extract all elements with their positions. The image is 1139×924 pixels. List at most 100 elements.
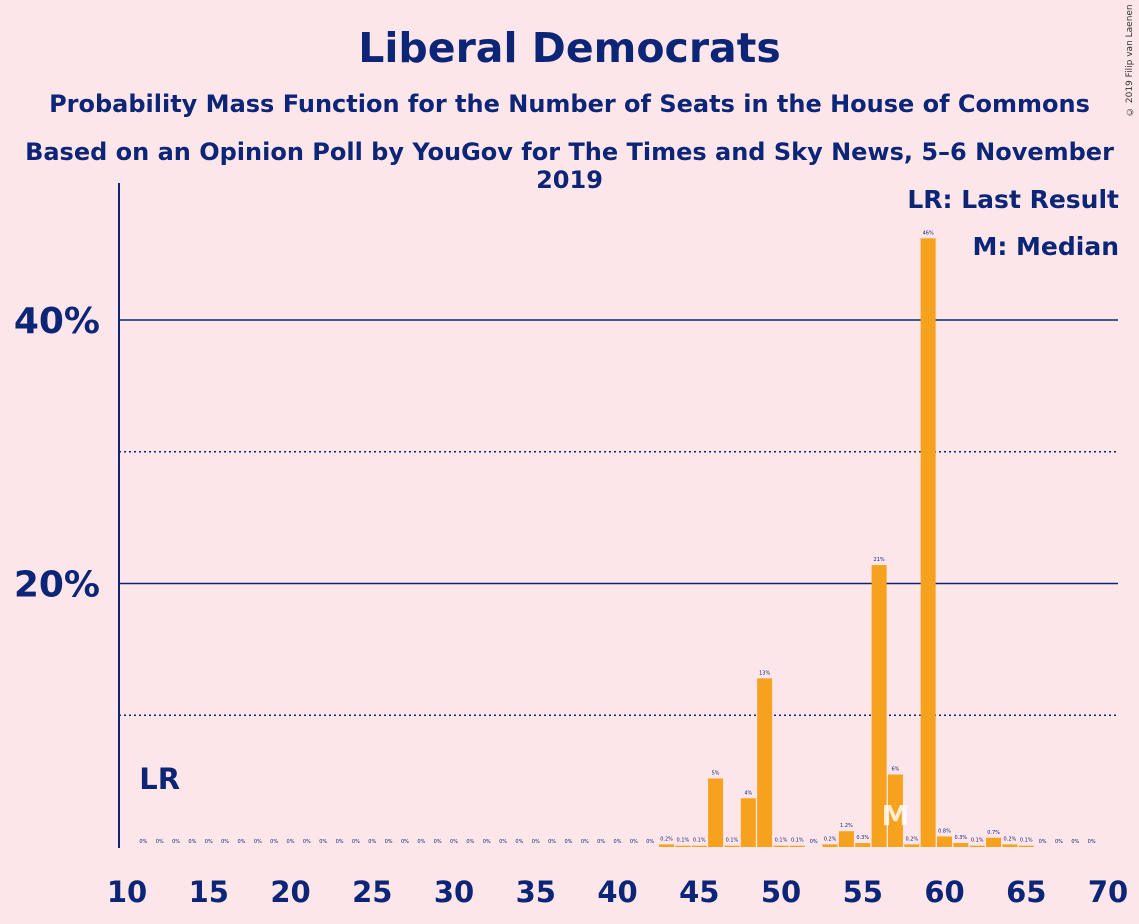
bar-seat-44 xyxy=(675,845,691,847)
bar-value-label: 21% xyxy=(874,557,885,563)
x-tick-label: 60 xyxy=(924,875,964,909)
bar-value-label: 0% xyxy=(450,839,458,845)
bar-value-label: 0% xyxy=(270,839,278,845)
legend-median: M: Median xyxy=(972,232,1119,261)
bar-seat-58 xyxy=(904,844,920,847)
bar-seat-49 xyxy=(757,678,773,847)
bar-value-label: 0.1% xyxy=(775,838,788,844)
bar-value-label: 0.2% xyxy=(905,836,918,842)
bar-value-label: 0% xyxy=(1039,839,1047,845)
bar-seat-57 xyxy=(887,774,903,847)
bar-value-label: 0% xyxy=(319,839,327,845)
bar-seat-56 xyxy=(871,565,887,847)
bar-value-label: 0% xyxy=(303,839,311,845)
bar-seat-55 xyxy=(855,843,871,847)
bar-value-label: 0.2% xyxy=(1004,836,1017,842)
x-tick-label: 50 xyxy=(761,875,801,909)
bar-value-label: 0.2% xyxy=(824,836,837,842)
bar-value-label: 0.1% xyxy=(1020,838,1033,844)
bar-value-label: 0% xyxy=(515,839,523,845)
bar-value-label: 0% xyxy=(646,839,654,845)
bar-value-label: 4% xyxy=(744,790,752,796)
bar-value-label: 46% xyxy=(923,230,934,236)
bar-value-label: 0.3% xyxy=(856,835,869,841)
bar-value-label: 0% xyxy=(254,839,262,845)
bar-value-label: 0.2% xyxy=(660,836,673,842)
x-tick-label: 65 xyxy=(1006,875,1046,909)
bar-value-label: 0% xyxy=(385,839,393,845)
bar-seat-51 xyxy=(789,845,805,847)
x-tick-label: 10 xyxy=(107,875,147,909)
bar-seat-54 xyxy=(838,831,854,847)
bar-value-label: 0% xyxy=(368,839,376,845)
bar-value-label: 0.1% xyxy=(677,838,690,844)
bar-value-label: 0% xyxy=(401,839,409,845)
bar-value-label: 0% xyxy=(172,839,180,845)
bar-value-label: 13% xyxy=(759,670,770,676)
bar-value-label: 0.1% xyxy=(791,838,804,844)
bar-value-label: 0.7% xyxy=(987,830,1000,836)
bar-value-label: 0.8% xyxy=(938,828,951,834)
bar-value-label: 0.1% xyxy=(693,838,706,844)
bar-value-label: 0% xyxy=(336,839,344,845)
bar-value-label: 0% xyxy=(237,839,245,845)
x-tick-label: 25 xyxy=(352,875,392,909)
bar-value-label: 0.1% xyxy=(971,838,984,844)
bar-value-label: 0% xyxy=(581,839,589,845)
bar-value-label: 0% xyxy=(417,839,425,845)
bar-seat-65 xyxy=(1018,845,1034,847)
bar-seat-60 xyxy=(937,836,952,847)
bar-seat-64 xyxy=(1002,844,1018,847)
legend-last-result: LR: Last Result xyxy=(907,185,1119,214)
bar-value-label: 0% xyxy=(221,839,229,845)
bar-value-label: 0.3% xyxy=(954,835,967,841)
bar-value-label: 0% xyxy=(466,839,474,845)
last-result-marker: LR xyxy=(139,762,180,796)
chart-title: Liberal Democrats xyxy=(358,24,781,72)
median-marker: M xyxy=(882,799,910,832)
bar-value-label: 0% xyxy=(614,839,622,845)
bar-seat-62 xyxy=(969,845,985,847)
bar-value-label: 0% xyxy=(597,839,605,845)
bar-value-label: 6% xyxy=(891,767,899,773)
x-tick-label: 55 xyxy=(843,875,883,909)
bar-value-label: 0% xyxy=(352,839,360,845)
x-tick-label: 15 xyxy=(189,875,229,909)
bar-value-label: 0% xyxy=(1071,839,1079,845)
bar-value-label: 0% xyxy=(1055,839,1063,845)
bar-value-label: 0% xyxy=(287,839,295,845)
bar-seat-61 xyxy=(953,843,969,847)
bar-value-label: 0% xyxy=(483,839,491,845)
bar-value-label: 0% xyxy=(205,839,213,845)
bar-seat-46 xyxy=(708,778,724,847)
x-tick-label: 20 xyxy=(270,875,310,909)
bar-value-label: 0% xyxy=(139,839,147,845)
bar-seat-48 xyxy=(740,798,756,847)
bar-value-label: 0% xyxy=(564,839,572,845)
bar-value-label: 0% xyxy=(810,839,818,845)
bar-seat-53 xyxy=(822,844,838,847)
bar-value-label: 1.2% xyxy=(840,823,853,829)
bar-seat-59 xyxy=(920,238,936,847)
y-tick-label: 20% xyxy=(14,565,100,606)
bar-value-label: 0% xyxy=(630,839,638,845)
bar-seat-50 xyxy=(773,845,789,847)
y-tick-label: 40% xyxy=(14,301,100,342)
bar-value-label: 0% xyxy=(548,839,556,845)
chart-source-line: Based on an Opinion Poll by YouGov for T… xyxy=(25,138,1114,194)
bar-value-label: 0% xyxy=(156,839,164,845)
x-tick-label: 45 xyxy=(679,875,719,909)
x-tick-label: 30 xyxy=(434,875,474,909)
bar-value-label: 0% xyxy=(1088,839,1096,845)
bar-seat-63 xyxy=(986,837,1002,847)
x-tick-label: 40 xyxy=(597,875,637,909)
bar-value-label: 0% xyxy=(499,839,507,845)
bar-value-label: 0.1% xyxy=(726,838,739,844)
bar-seat-47 xyxy=(724,845,740,847)
x-tick-label: 70 xyxy=(1088,875,1128,909)
bar-value-label: 0% xyxy=(532,839,540,845)
bar-value-label: 0% xyxy=(188,839,196,845)
x-tick-label: 35 xyxy=(516,875,556,909)
bar-value-label: 0% xyxy=(434,839,442,845)
